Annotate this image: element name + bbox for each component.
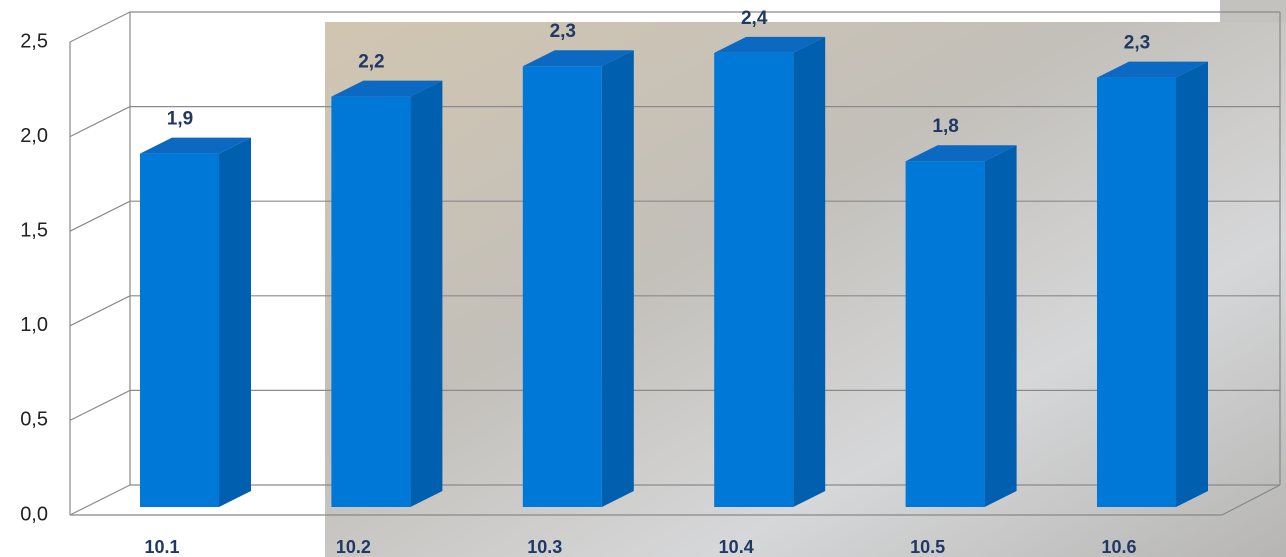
- bar-top: [140, 137, 251, 154]
- bar-side: [1176, 61, 1208, 507]
- y-tick-label: 0,0: [20, 503, 48, 525]
- bar-side: [219, 137, 251, 507]
- value-label: 1,9: [167, 109, 193, 130]
- value-label: 2,3: [1124, 33, 1150, 54]
- floor-edge: [1221, 484, 1281, 516]
- bar: [905, 161, 985, 507]
- grid-line: [69, 11, 1280, 43]
- grid-line: [69, 484, 1280, 516]
- bar-top: [905, 145, 1017, 162]
- y-tick-label: 1,0: [20, 314, 48, 336]
- bar: [714, 52, 794, 508]
- grid-line: [69, 200, 1280, 232]
- bar-top: [522, 50, 634, 67]
- x-tick-label: 10.3: [527, 537, 562, 557]
- value-label: 1,8: [932, 116, 958, 137]
- grid-line: [69, 389, 1280, 421]
- bar-top: [331, 80, 443, 97]
- bar-top: [714, 36, 826, 53]
- grid-line: [69, 295, 1280, 327]
- x-tick-label: 10.6: [1101, 537, 1136, 557]
- bar: [522, 66, 602, 507]
- bar-top: [1097, 61, 1208, 78]
- x-tick-label: 10.1: [144, 537, 179, 557]
- background-photo: [1220, 0, 1286, 22]
- bar-side: [410, 80, 443, 507]
- bar: [140, 153, 219, 507]
- x-tick-label: 10.2: [336, 537, 371, 557]
- bar-side: [984, 145, 1017, 507]
- value-label: 2,2: [358, 52, 384, 73]
- x-tick-label: 10.4: [719, 537, 754, 557]
- value-label: 2,4: [741, 8, 768, 29]
- bar-side: [601, 50, 634, 507]
- bar: [331, 96, 411, 507]
- bar-side: [793, 36, 826, 508]
- bar: [1097, 77, 1176, 507]
- y-tick-label: 2,0: [20, 125, 48, 147]
- grid-line: [69, 105, 1280, 138]
- y-tick-label: 0,5: [20, 409, 48, 431]
- y-tick-label: 1,5: [20, 219, 48, 241]
- x-tick-label: 10.5: [910, 537, 945, 557]
- y-tick-label: 2,5: [20, 30, 48, 52]
- value-label: 2,3: [550, 21, 576, 42]
